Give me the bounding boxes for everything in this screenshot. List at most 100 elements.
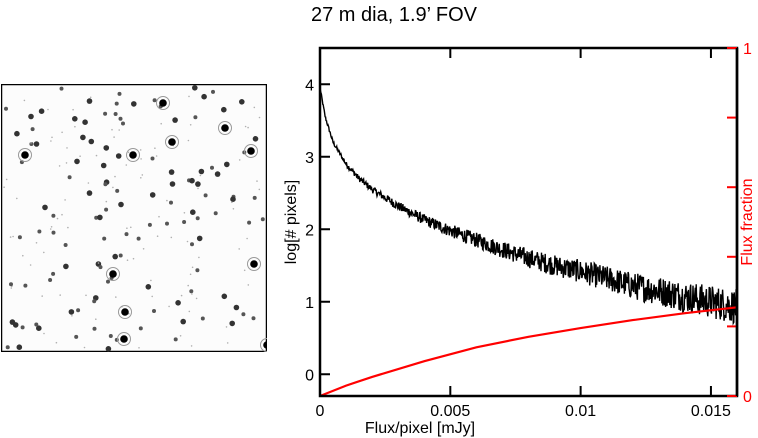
star [132, 257, 135, 260]
star [33, 141, 40, 147]
star [199, 174, 202, 177]
star [210, 165, 214, 170]
star [224, 161, 230, 168]
star [51, 230, 56, 235]
star [88, 138, 95, 145]
star [106, 279, 110, 284]
star [48, 278, 53, 282]
star [225, 326, 228, 328]
star [49, 228, 52, 230]
star [241, 312, 246, 317]
star [121, 121, 125, 126]
star [180, 318, 186, 325]
star [186, 240, 189, 243]
bright-star-halo [18, 148, 32, 162]
star [72, 116, 78, 122]
star [229, 320, 235, 327]
star [127, 151, 130, 154]
bright-star-halo [126, 148, 140, 162]
y-tick-label: 0 [305, 367, 314, 384]
star [105, 200, 108, 203]
star [4, 106, 8, 111]
star [232, 208, 235, 210]
star [23, 99, 26, 102]
star [195, 181, 201, 187]
star [113, 112, 118, 116]
star [17, 235, 22, 240]
star [195, 216, 200, 221]
star [214, 171, 221, 177]
bright-star [109, 270, 117, 278]
star [50, 140, 52, 142]
star [115, 188, 120, 193]
star [160, 122, 162, 125]
star [79, 155, 81, 157]
y-tick-label: 2 [305, 222, 314, 239]
star [71, 315, 73, 317]
star [170, 236, 173, 239]
star [193, 115, 198, 120]
star [28, 113, 34, 120]
star [5, 178, 8, 181]
flux-fraction-line [319, 306, 738, 398]
star [34, 322, 39, 327]
star [66, 147, 68, 149]
star [14, 130, 20, 137]
y-right-axis-title: Flux fraction [739, 178, 756, 265]
star [165, 221, 169, 226]
star [47, 108, 49, 111]
star [190, 242, 194, 247]
star [65, 162, 68, 164]
star [258, 188, 261, 191]
star [118, 201, 124, 208]
bright-star-halo [118, 305, 132, 319]
bright-star [221, 124, 229, 132]
star [158, 215, 160, 218]
star [145, 284, 152, 290]
star [251, 316, 256, 321]
star [112, 253, 118, 260]
bright-star-halo [165, 135, 179, 149]
star [22, 254, 24, 257]
star [189, 124, 192, 126]
star [260, 217, 265, 222]
star [30, 127, 35, 132]
star [51, 213, 56, 218]
star [152, 309, 156, 313]
y-tick-label: 1 [305, 295, 314, 312]
star [23, 283, 28, 288]
star [56, 217, 59, 220]
star [59, 86, 64, 91]
bright-star-halo [247, 257, 261, 271]
star [43, 251, 45, 254]
star [37, 229, 42, 234]
star [112, 186, 114, 189]
y-right-tick-label: 1 [743, 41, 752, 58]
star [104, 207, 109, 212]
star [233, 304, 240, 311]
star [118, 253, 123, 258]
y-axis-title: log[# pixels] [283, 180, 300, 265]
star [150, 279, 152, 282]
bright-star-halo [117, 332, 131, 346]
star [115, 296, 117, 298]
star [211, 89, 215, 94]
star [239, 99, 245, 105]
star [102, 236, 107, 241]
bright-star-halo [244, 144, 258, 158]
star [183, 212, 186, 214]
star [166, 199, 168, 202]
star [50, 226, 53, 228]
star [246, 237, 248, 240]
star [51, 271, 56, 276]
star [136, 236, 141, 241]
star [86, 98, 93, 104]
star [169, 200, 173, 205]
star [58, 165, 61, 167]
star [20, 325, 25, 330]
star [68, 309, 75, 315]
star [35, 242, 38, 244]
star [168, 169, 175, 175]
bright-star [121, 308, 129, 316]
star [173, 337, 178, 342]
